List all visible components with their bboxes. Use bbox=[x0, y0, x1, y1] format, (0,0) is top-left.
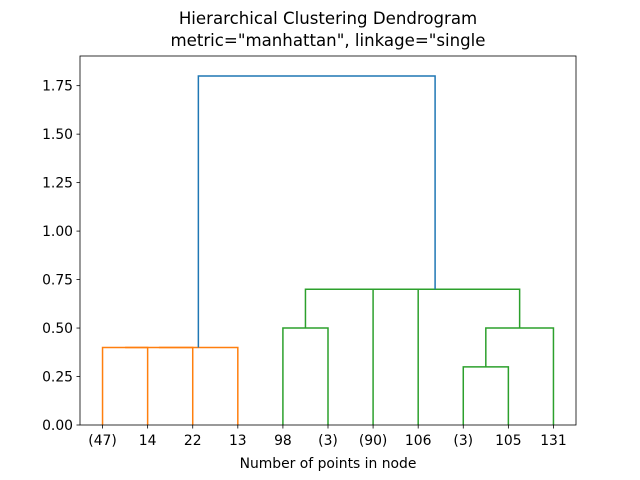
chart-subtitle: metric="manhattan", linkage="single bbox=[170, 31, 486, 50]
y-tick-label: 0.75 bbox=[42, 272, 73, 288]
dendrogram-link bbox=[462, 366, 510, 425]
x-tick-label: 131 bbox=[540, 433, 567, 449]
chart-title: Hierarchical Clustering Dendrogram bbox=[178, 9, 478, 28]
x-tick-label: (90) bbox=[359, 433, 388, 449]
x-tick-label: (3) bbox=[453, 433, 473, 449]
dendrogram-link bbox=[485, 327, 555, 425]
y-tick-label: 0.00 bbox=[42, 418, 73, 434]
x-tick-label: 22 bbox=[184, 433, 202, 449]
y-tick-label: 1.00 bbox=[42, 224, 73, 240]
x-tick-label: (3) bbox=[318, 433, 338, 449]
chart-title-block: Hierarchical Clustering Dendrogram metri… bbox=[80, 8, 576, 52]
y-tick-label: 1.75 bbox=[42, 79, 73, 95]
x-axis-label: Number of points in node bbox=[239, 456, 417, 472]
dendrogram-link bbox=[197, 75, 436, 348]
y-tick-label: 0.25 bbox=[42, 369, 73, 385]
y-tick-label: 0.50 bbox=[42, 321, 73, 337]
dendrogram-link bbox=[125, 346, 194, 425]
x-tick-label: 98 bbox=[274, 433, 292, 449]
dendrogram-link bbox=[282, 327, 329, 425]
dendrogram-link bbox=[304, 288, 396, 329]
dendrogram-link bbox=[101, 346, 149, 425]
y-tick-label: 1.25 bbox=[42, 176, 73, 192]
x-tick-label: 106 bbox=[405, 433, 432, 449]
dendrogram-link bbox=[372, 288, 419, 425]
x-tick-label: 13 bbox=[229, 433, 247, 449]
x-tick-label: 105 bbox=[495, 433, 522, 449]
x-tick-label: 14 bbox=[139, 433, 157, 449]
dendrogram-link bbox=[350, 288, 521, 329]
x-tick-label: (47) bbox=[88, 433, 117, 449]
y-tick-label: 1.50 bbox=[42, 127, 73, 143]
dendrogram-link bbox=[158, 346, 239, 425]
